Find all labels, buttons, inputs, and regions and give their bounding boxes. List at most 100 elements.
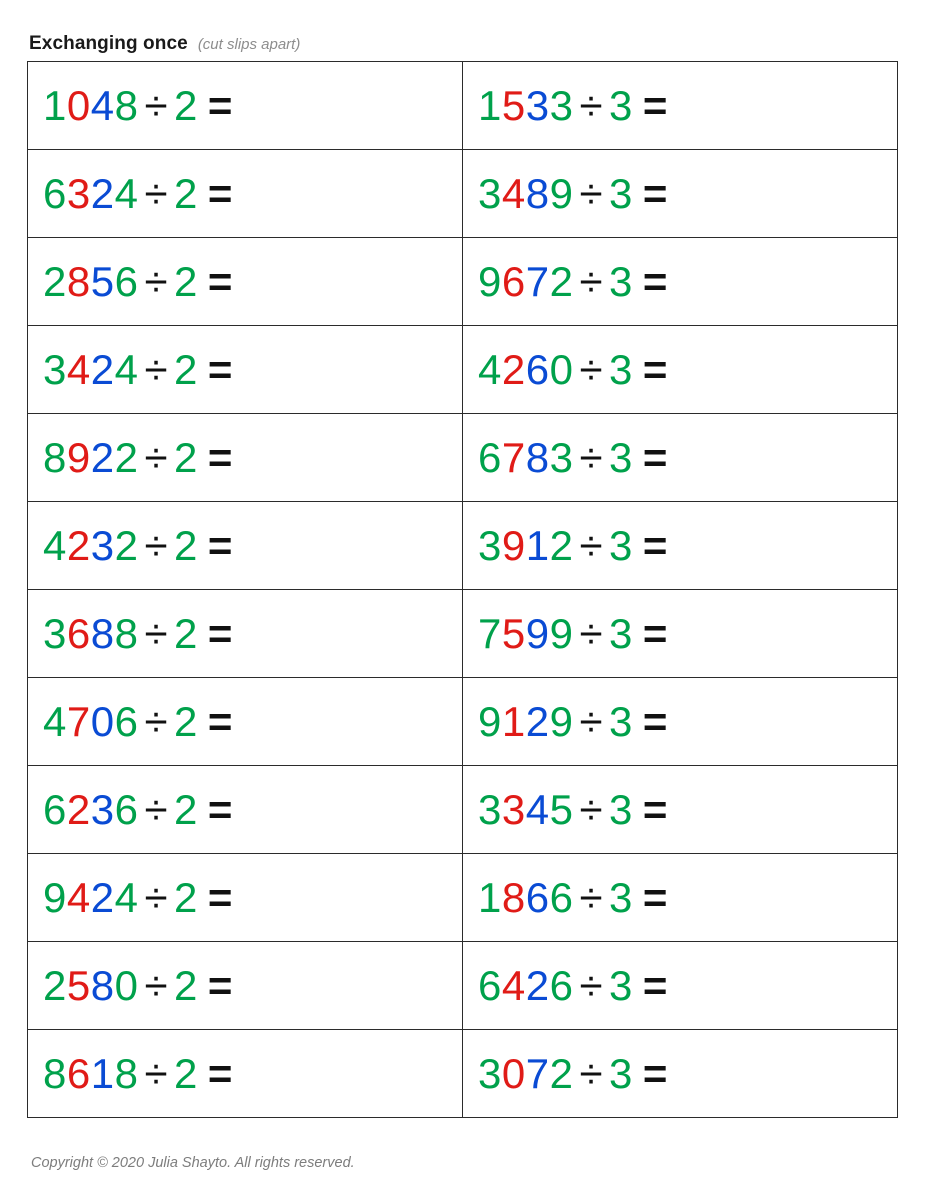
equals-icon: = bbox=[642, 1049, 668, 1097]
divide-icon: ÷ bbox=[579, 81, 603, 129]
equals-icon: = bbox=[207, 609, 233, 657]
problem-cell[interactable]: 1533 ÷ 3 = bbox=[462, 61, 898, 150]
table-row: 2856 ÷ 2 = 9672 ÷ 3 = bbox=[27, 237, 898, 326]
problem-cell[interactable]: 6324 ÷ 2 = bbox=[27, 149, 463, 238]
dividend-digit-4: 4 bbox=[114, 169, 139, 217]
divisor-value: 2 bbox=[174, 785, 198, 833]
dividend-digit-4: 3 bbox=[549, 433, 574, 481]
dividend-digit-2: 2 bbox=[501, 345, 526, 393]
divisor-value: 3 bbox=[609, 521, 633, 569]
divide-icon: ÷ bbox=[144, 873, 168, 921]
divide-icon: ÷ bbox=[144, 257, 168, 305]
dividend-digit-2: 8 bbox=[501, 873, 526, 921]
divisor-value: 2 bbox=[174, 521, 198, 569]
division-expression: 3489 ÷ 3 = bbox=[478, 169, 668, 217]
divide-icon: ÷ bbox=[579, 1049, 603, 1097]
problem-cell[interactable]: 3345 ÷ 3 = bbox=[462, 765, 898, 854]
dividend-digit-2: 6 bbox=[66, 1049, 91, 1097]
division-expression: 1866 ÷ 3 = bbox=[478, 873, 668, 921]
problem-cell[interactable]: 3489 ÷ 3 = bbox=[462, 149, 898, 238]
problem-cell[interactable]: 9424 ÷ 2 = bbox=[27, 853, 463, 942]
dividend-digit-2: 4 bbox=[501, 961, 526, 1009]
problem-cell[interactable]: 9129 ÷ 3 = bbox=[462, 677, 898, 766]
dividend-digit-3: 8 bbox=[525, 169, 550, 217]
problem-cell[interactable]: 6236 ÷ 2 = bbox=[27, 765, 463, 854]
dividend-digit-4: 2 bbox=[549, 1049, 574, 1097]
problem-cell[interactable]: 3912 ÷ 3 = bbox=[462, 501, 898, 590]
divisor-value: 3 bbox=[609, 785, 633, 833]
divide-icon: ÷ bbox=[144, 1049, 168, 1097]
dividend-digit-3: 4 bbox=[90, 81, 115, 129]
dividend-digit-1: 9 bbox=[478, 697, 502, 745]
problem-cell[interactable]: 1048 ÷ 2 = bbox=[27, 61, 463, 150]
dividend-digit-2: 1 bbox=[501, 697, 526, 745]
problem-cell[interactable]: 6783 ÷ 3 = bbox=[462, 413, 898, 502]
division-expression: 6426 ÷ 3 = bbox=[478, 961, 668, 1009]
division-problems-table: 1048 ÷ 2 = 1533 ÷ 3 = 6324 ÷ 2 = 3489 ÷ 3 = 2856 ÷ 2 = 9672 ÷… bbox=[27, 61, 898, 1118]
problem-cell[interactable]: 3424 ÷ 2 = bbox=[27, 325, 463, 414]
division-expression: 1533 ÷ 3 = bbox=[478, 81, 668, 129]
division-expression: 9129 ÷ 3 = bbox=[478, 697, 668, 745]
dividend-digit-2: 3 bbox=[501, 785, 526, 833]
problem-cell[interactable]: 9672 ÷ 3 = bbox=[462, 237, 898, 326]
equals-icon: = bbox=[642, 169, 668, 217]
equals-icon: = bbox=[642, 873, 668, 921]
dividend-digit-3: 6 bbox=[525, 873, 550, 921]
equals-icon: = bbox=[642, 609, 668, 657]
dividend-digit-1: 4 bbox=[43, 521, 67, 569]
dividend-digit-1: 6 bbox=[43, 169, 67, 217]
problem-cell[interactable]: 8618 ÷ 2 = bbox=[27, 1029, 463, 1118]
problem-cell[interactable]: 4706 ÷ 2 = bbox=[27, 677, 463, 766]
problem-cell[interactable]: 2580 ÷ 2 = bbox=[27, 941, 463, 1030]
dividend-digit-1: 8 bbox=[43, 433, 67, 481]
table-row: 2580 ÷ 2 = 6426 ÷ 3 = bbox=[27, 941, 898, 1030]
divide-icon: ÷ bbox=[579, 521, 603, 569]
table-row: 1048 ÷ 2 = 1533 ÷ 3 = bbox=[27, 61, 898, 150]
equals-icon: = bbox=[642, 257, 668, 305]
equals-icon: = bbox=[642, 433, 668, 481]
equals-icon: = bbox=[207, 81, 233, 129]
dividend-digit-4: 5 bbox=[549, 785, 574, 833]
divisor-value: 3 bbox=[609, 433, 633, 481]
problem-cell[interactable]: 4232 ÷ 2 = bbox=[27, 501, 463, 590]
copyright-footer: Copyright © 2020 Julia Shayto. All right… bbox=[31, 1155, 355, 1171]
dividend-digit-1: 6 bbox=[43, 785, 67, 833]
division-expression: 7599 ÷ 3 = bbox=[478, 609, 668, 657]
dividend-digit-1: 3 bbox=[478, 521, 502, 569]
problem-cell[interactable]: 2856 ÷ 2 = bbox=[27, 237, 463, 326]
dividend-digit-2: 0 bbox=[66, 81, 91, 129]
divide-icon: ÷ bbox=[579, 961, 603, 1009]
problem-cell[interactable]: 4260 ÷ 3 = bbox=[462, 325, 898, 414]
dividend-digit-2: 5 bbox=[501, 609, 526, 657]
dividend-digit-2: 5 bbox=[501, 81, 526, 129]
dividend-digit-1: 3 bbox=[478, 785, 502, 833]
dividend-digit-3: 2 bbox=[90, 169, 115, 217]
dividend-digit-3: 7 bbox=[525, 1049, 550, 1097]
dividend-digit-2: 4 bbox=[66, 873, 91, 921]
dividend-digit-3: 2 bbox=[90, 433, 115, 481]
problem-cell[interactable]: 3688 ÷ 2 = bbox=[27, 589, 463, 678]
dividend-digit-3: 9 bbox=[525, 609, 550, 657]
dividend-digit-2: 7 bbox=[501, 433, 526, 481]
divide-icon: ÷ bbox=[144, 433, 168, 481]
dividend-digit-4: 8 bbox=[114, 1049, 139, 1097]
problem-cell[interactable]: 3072 ÷ 3 = bbox=[462, 1029, 898, 1118]
table-row: 9424 ÷ 2 = 1866 ÷ 3 = bbox=[27, 853, 898, 942]
dividend-digit-1: 6 bbox=[478, 433, 502, 481]
problem-cell[interactable]: 8922 ÷ 2 = bbox=[27, 413, 463, 502]
dividend-digit-2: 3 bbox=[66, 169, 91, 217]
division-expression: 4232 ÷ 2 = bbox=[43, 521, 233, 569]
dividend-digit-4: 2 bbox=[114, 521, 139, 569]
division-expression: 4260 ÷ 3 = bbox=[478, 345, 668, 393]
division-expression: 9672 ÷ 3 = bbox=[478, 257, 668, 305]
problem-cell[interactable]: 7599 ÷ 3 = bbox=[462, 589, 898, 678]
equals-icon: = bbox=[642, 785, 668, 833]
dividend-digit-3: 7 bbox=[525, 257, 550, 305]
divisor-value: 3 bbox=[609, 609, 633, 657]
table-row: 3688 ÷ 2 = 7599 ÷ 3 = bbox=[27, 589, 898, 678]
problem-cell[interactable]: 1866 ÷ 3 = bbox=[462, 853, 898, 942]
divisor-value: 2 bbox=[174, 961, 198, 1009]
dividend-digit-4: 2 bbox=[114, 433, 139, 481]
problem-cell[interactable]: 6426 ÷ 3 = bbox=[462, 941, 898, 1030]
dividend-digit-2: 4 bbox=[501, 169, 526, 217]
